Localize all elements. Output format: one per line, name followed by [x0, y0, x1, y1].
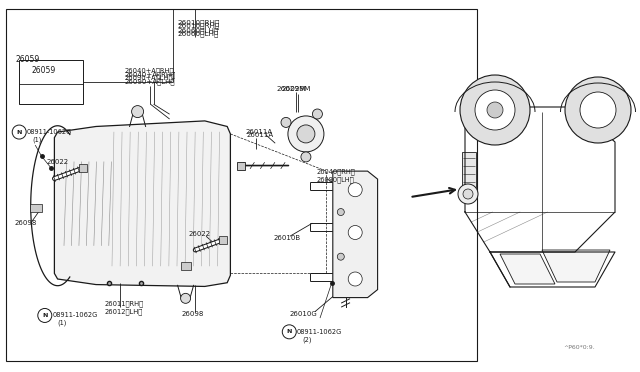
Text: 26098: 26098: [14, 220, 36, 226]
Text: 26029M: 26029M: [282, 86, 311, 92]
Text: 26029M: 26029M: [276, 86, 306, 92]
Polygon shape: [500, 254, 555, 284]
Bar: [220, 236, 227, 244]
Bar: [6, 9, 477, 361]
Text: 26022: 26022: [47, 159, 69, 165]
Circle shape: [281, 118, 291, 128]
Text: 08911-1062G: 08911-1062G: [52, 312, 98, 318]
Text: 26059: 26059: [32, 66, 56, 75]
Circle shape: [463, 189, 473, 199]
Circle shape: [312, 109, 323, 119]
Circle shape: [580, 92, 616, 128]
Circle shape: [180, 294, 191, 303]
Text: 26090〈LH〉: 26090〈LH〉: [317, 176, 355, 183]
Bar: [180, 262, 191, 270]
Text: 26010〈RH〉: 26010〈RH〉: [178, 19, 220, 26]
Circle shape: [348, 272, 362, 286]
Circle shape: [337, 209, 344, 215]
Bar: [237, 161, 245, 170]
Text: 26011A: 26011A: [246, 132, 273, 138]
Circle shape: [565, 77, 631, 143]
Circle shape: [12, 125, 26, 139]
Circle shape: [38, 308, 52, 323]
Bar: [462, 152, 476, 187]
Text: 08911-1062G: 08911-1062G: [297, 329, 342, 335]
Text: N: N: [287, 329, 292, 334]
Text: 26011〈RH〉: 26011〈RH〉: [104, 301, 143, 307]
Text: (2): (2): [302, 336, 312, 343]
Polygon shape: [333, 171, 378, 298]
Text: 26040〈RH〉: 26040〈RH〉: [317, 169, 356, 175]
Text: 26060〈LH〉: 26060〈LH〉: [178, 27, 220, 34]
Text: 26010B: 26010B: [274, 235, 301, 241]
Text: ^P60*0:9.: ^P60*0:9.: [563, 345, 595, 350]
Circle shape: [458, 184, 478, 204]
Circle shape: [460, 75, 530, 145]
Text: 26011A: 26011A: [246, 129, 273, 135]
Text: (1): (1): [58, 320, 67, 326]
Text: 26090+A〈LH〉: 26090+A〈LH〉: [125, 78, 175, 85]
Polygon shape: [54, 121, 230, 286]
Circle shape: [348, 183, 362, 197]
Text: 26060〈LH〉: 26060〈LH〉: [178, 30, 220, 37]
Text: 08911-1062G: 08911-1062G: [27, 129, 72, 135]
Circle shape: [282, 325, 296, 339]
Circle shape: [132, 106, 143, 118]
Circle shape: [288, 116, 324, 152]
Bar: [30, 204, 42, 212]
Text: (1): (1): [32, 136, 42, 143]
Text: N: N: [42, 313, 47, 318]
Circle shape: [297, 125, 315, 143]
Text: 26040+A〈RH〉: 26040+A〈RH〉: [125, 71, 176, 78]
Polygon shape: [542, 250, 610, 282]
Circle shape: [301, 152, 311, 162]
Circle shape: [348, 225, 362, 240]
Text: 26040+A〈RH〉: 26040+A〈RH〉: [125, 67, 174, 74]
Circle shape: [475, 90, 515, 130]
Text: 26098: 26098: [181, 311, 204, 317]
Text: 26010G: 26010G: [290, 311, 317, 317]
Text: 26022: 26022: [189, 231, 211, 237]
Bar: [79, 164, 86, 172]
Circle shape: [337, 253, 344, 260]
Text: 26012〈LH〉: 26012〈LH〉: [104, 308, 143, 315]
Text: 26010〈RH〉: 26010〈RH〉: [178, 23, 220, 29]
Text: N: N: [17, 129, 22, 135]
Bar: [19, 60, 83, 104]
Circle shape: [487, 102, 503, 118]
Text: 26059: 26059: [16, 55, 40, 64]
Text: 26090+A〈LH〉: 26090+A〈LH〉: [125, 75, 173, 81]
